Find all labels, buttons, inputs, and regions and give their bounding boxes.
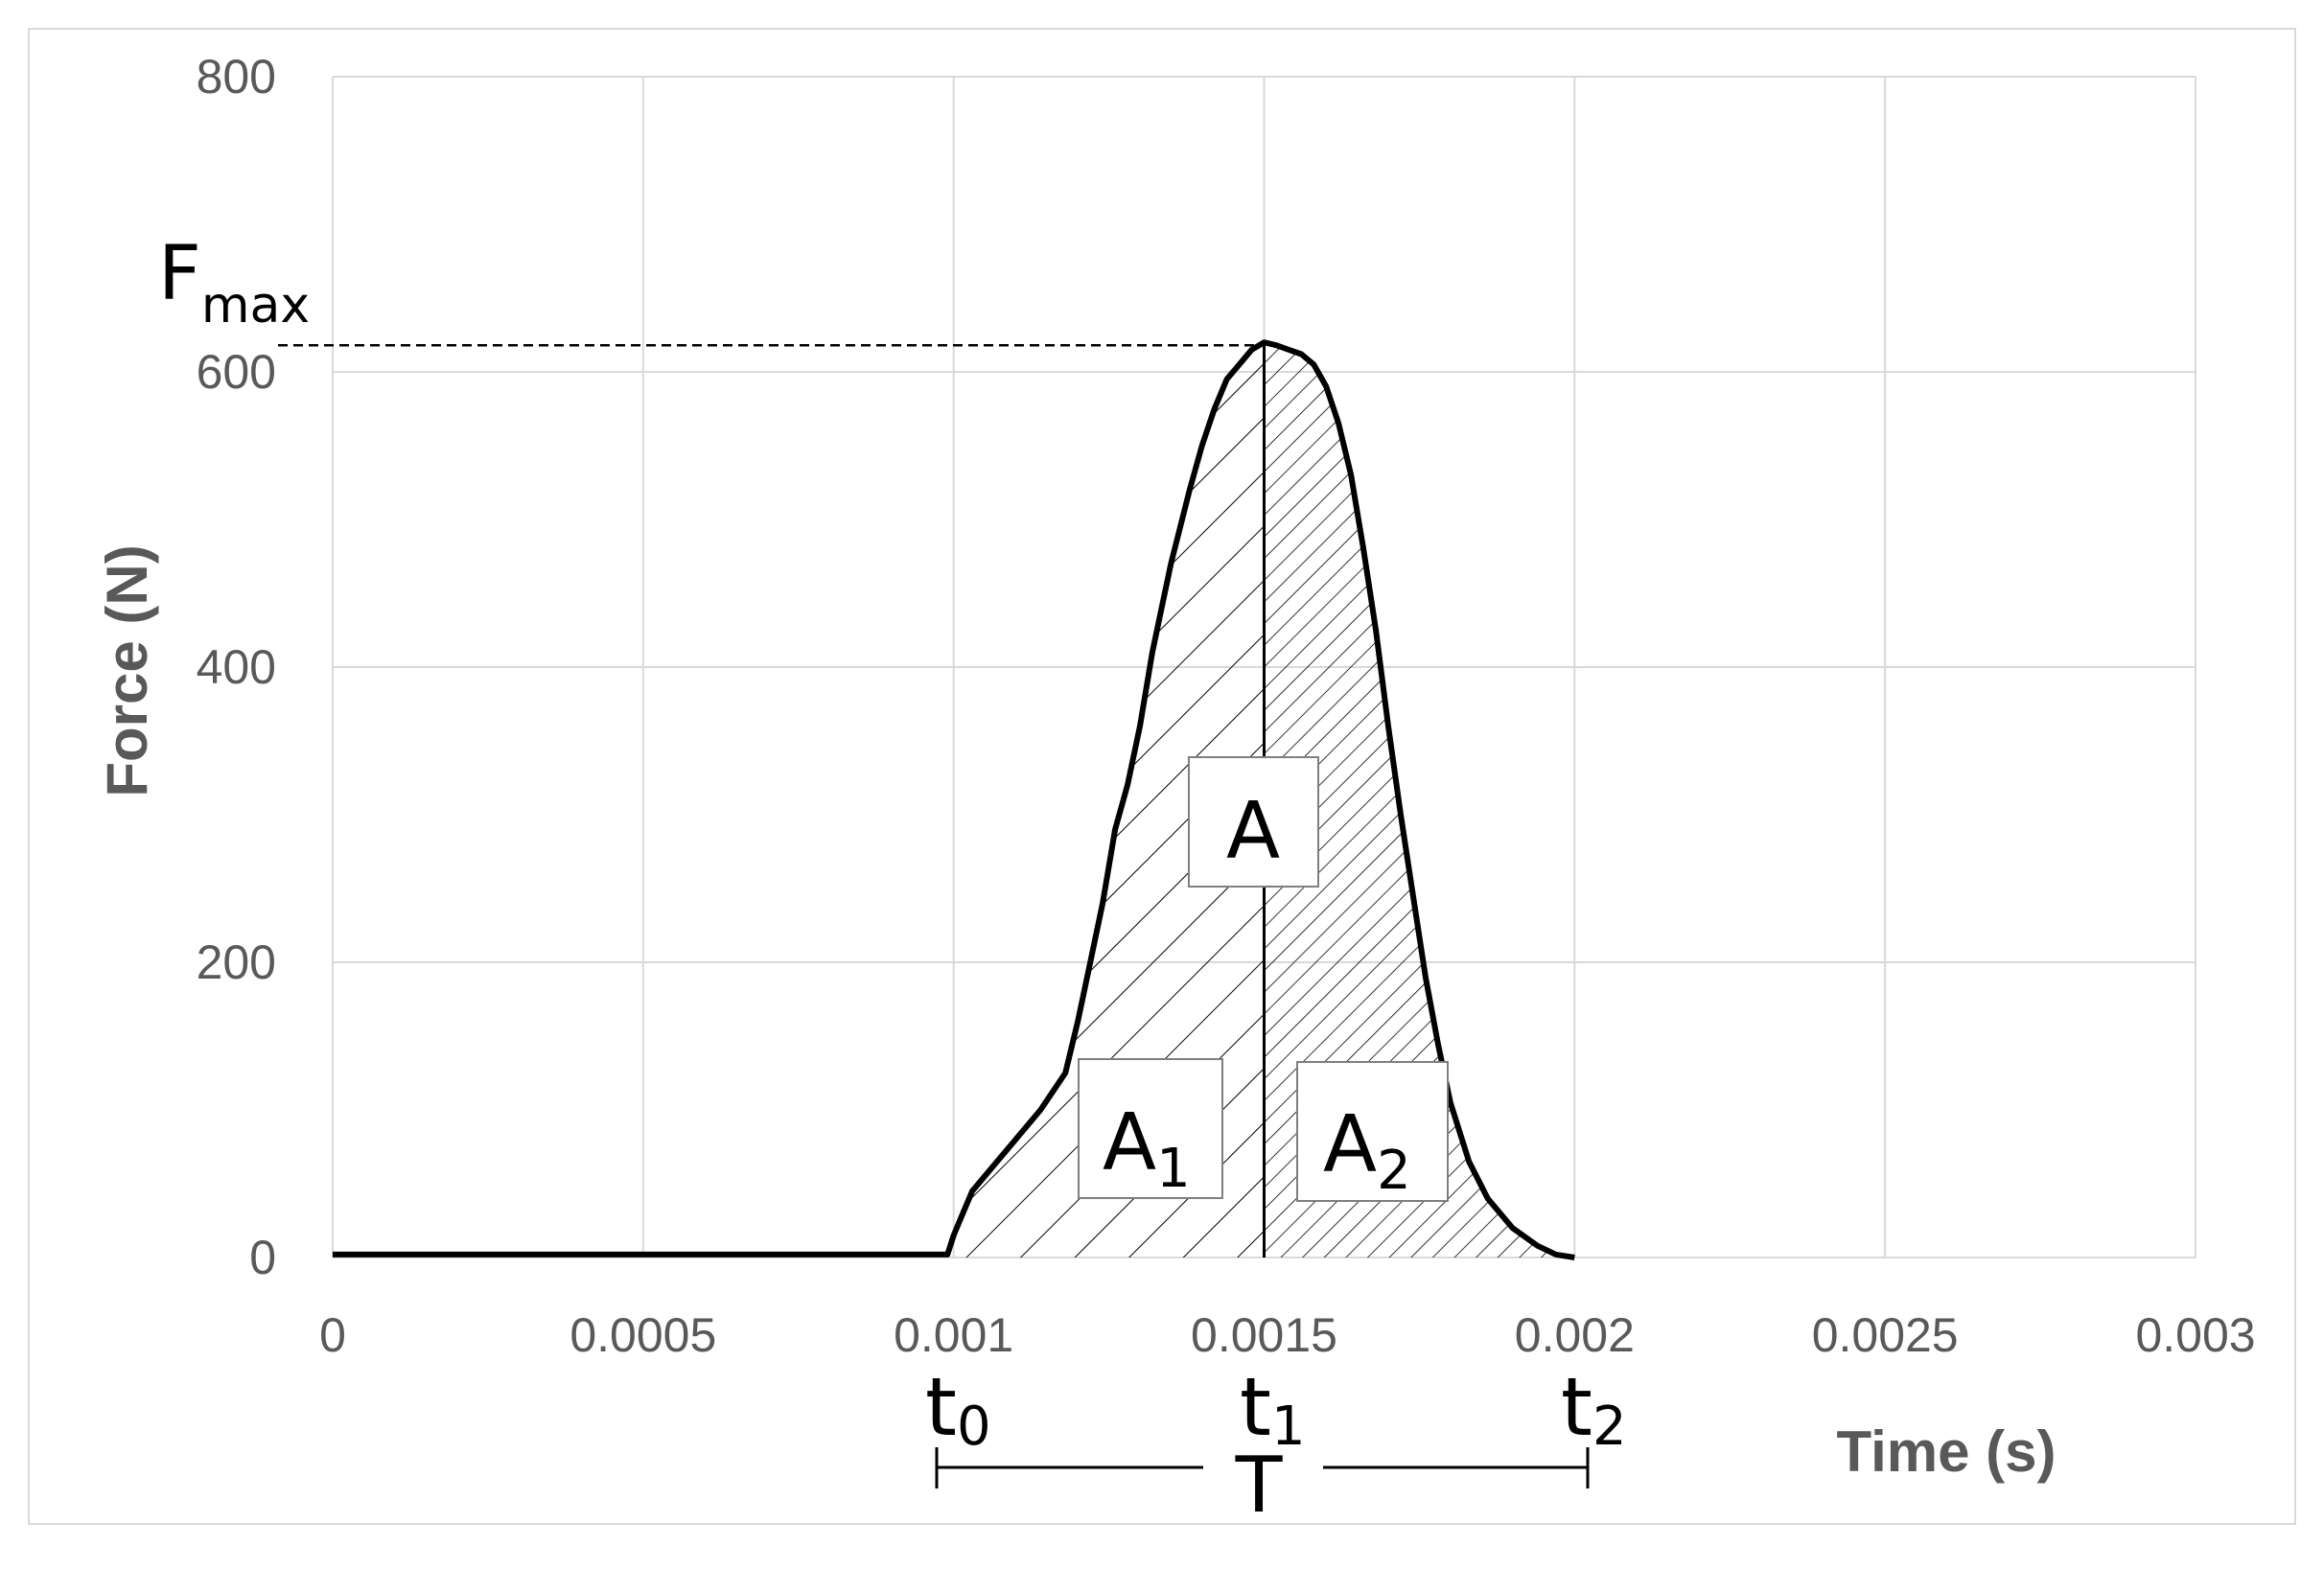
area-a2-label-sub: 2 <box>1377 1140 1411 1202</box>
fmax-label-main: F <box>158 231 201 317</box>
x-tick-labels: 0 0.0005 0.001 0.0015 0.002 0.0025 0.003 <box>319 1308 2255 1362</box>
fmax-label: Fmax <box>158 231 310 335</box>
t1-label: t1 <box>1240 1360 1306 1458</box>
area-a1-box <box>1078 1058 1223 1199</box>
t0-label-sub: 0 <box>957 1396 991 1458</box>
t0-label-main: t <box>925 1360 957 1454</box>
area-a1-label-sub: 1 <box>1156 1138 1191 1200</box>
t2-label-sub: 2 <box>1592 1396 1627 1458</box>
area-a2-label: A2 <box>1323 1099 1411 1202</box>
x-tick-label: 0.002 <box>1515 1308 1635 1362</box>
y-tick-labels: 0 200 400 600 800 <box>197 50 276 1284</box>
t0-label: t0 <box>925 1360 991 1458</box>
t2-label-main: t <box>1561 1360 1592 1454</box>
x-tick-label: 0.0015 <box>1191 1308 1337 1362</box>
area-a2-box <box>1296 1061 1449 1202</box>
t1-label-sub: 1 <box>1271 1396 1306 1458</box>
y-tick-label: 200 <box>197 935 276 989</box>
x-tick-label: 0.0025 <box>1812 1308 1959 1362</box>
area-a2-label-main: A <box>1323 1099 1377 1190</box>
force-series-line <box>333 339 1575 1260</box>
y-tick-label: 800 <box>197 50 276 104</box>
t1-label-main: t <box>1240 1360 1271 1454</box>
area-a-label: A <box>1226 786 1280 877</box>
x-tick-label: 0.0005 <box>569 1308 716 1362</box>
area-a1-label: A1 <box>1103 1097 1191 1200</box>
y-tick-label: 400 <box>197 640 276 694</box>
t2-label: t2 <box>1561 1360 1627 1458</box>
area-a1-label-main: A <box>1103 1097 1156 1188</box>
y-tick-label: 0 <box>249 1231 276 1284</box>
x-tick-label: 0.001 <box>894 1308 1013 1362</box>
y-axis-title: Force (N) <box>95 544 159 796</box>
x-tick-label: 0 <box>319 1308 346 1362</box>
x-tick-label: 0.003 <box>2135 1308 2255 1362</box>
fmax-label-sub: max <box>201 277 310 335</box>
area-a-box <box>1188 756 1319 888</box>
y-tick-label: 600 <box>197 345 276 399</box>
x-axis-title: Time (s) <box>1837 1419 2057 1484</box>
period-label: T <box>1235 1441 1284 1530</box>
